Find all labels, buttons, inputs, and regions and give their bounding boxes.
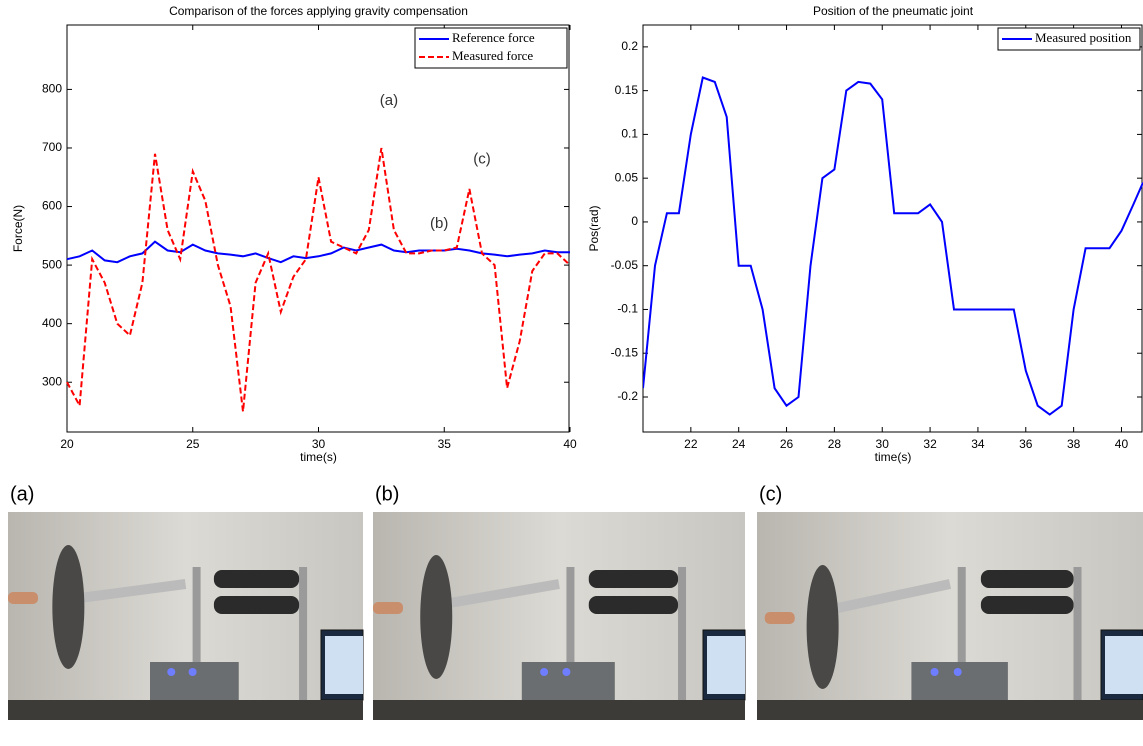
y-tick-label: 0.15: [615, 83, 639, 97]
led: [562, 668, 571, 676]
cylinder: [588, 596, 679, 614]
x-tick-label: 20: [60, 437, 74, 451]
led: [188, 668, 197, 676]
photo-label: (c): [759, 483, 782, 505]
y-tick-label: 500: [42, 257, 62, 271]
x-tick-label: 30: [312, 437, 326, 451]
x-tick-label: 34: [971, 437, 985, 451]
x-tick-label: 38: [1067, 437, 1081, 451]
electronics: [521, 662, 615, 702]
photo-label: (a): [10, 483, 34, 505]
hand: [373, 602, 403, 614]
plot-area: [642, 24, 1143, 433]
data-line: [66, 147, 571, 412]
annotation: (a): [380, 92, 398, 109]
y-tick-label: 600: [42, 199, 62, 213]
rod: [431, 579, 560, 611]
annotation: (c): [473, 151, 491, 168]
x-tick-label: 24: [732, 437, 746, 451]
y-tick-label: -0.15: [611, 345, 639, 359]
x-tick-label: 25: [186, 437, 200, 451]
cylinder: [980, 570, 1074, 588]
x-tick-label: 30: [876, 437, 890, 451]
x-tick-label: 40: [1115, 437, 1129, 451]
x-tick-label: 36: [1019, 437, 1033, 451]
y-tick-label: 800: [42, 82, 62, 96]
plot-area: [66, 24, 570, 433]
hand: [764, 612, 795, 624]
frame-post: [1073, 567, 1082, 720]
frame-post: [192, 567, 201, 720]
rod: [64, 579, 187, 605]
x-axis-label: time(s): [300, 450, 337, 464]
y-tick-label: 0.2: [621, 39, 638, 53]
y-tick-label: 0: [631, 214, 638, 228]
disk: [806, 565, 839, 689]
series-group: [66, 147, 571, 412]
photo-label: (b): [375, 483, 399, 505]
y-tick-label: 700: [42, 140, 62, 154]
cylinder: [588, 570, 679, 588]
cylinder: [980, 596, 1074, 614]
legend-label: Measured position: [1035, 30, 1132, 45]
legend-box: [997, 27, 1141, 51]
frame-post: [957, 567, 966, 720]
chart-title: Position of the pneumatic joint: [813, 4, 974, 18]
y-tick-label: 0.1: [621, 127, 638, 141]
y-tick-label: 0.05: [615, 170, 639, 184]
chart-title: Comparison of the forces applying gravit…: [169, 4, 468, 18]
x-tick-label: 32: [923, 437, 937, 451]
x-axis-label: time(s): [875, 450, 912, 464]
annotation: (b): [430, 215, 448, 232]
monitor-screen: [707, 636, 745, 694]
led: [167, 668, 176, 676]
photo: [373, 512, 746, 720]
frame-post: [566, 567, 575, 720]
y-tick-label: 400: [42, 316, 62, 330]
table: [757, 700, 1143, 720]
frame-post: [678, 567, 687, 720]
table: [8, 700, 363, 720]
monitor-screen: [1105, 636, 1143, 694]
led: [953, 668, 962, 676]
monitor-screen: [325, 636, 363, 694]
led: [930, 668, 939, 676]
legend-label: Reference force: [452, 30, 535, 45]
y-tick-label: 300: [42, 374, 62, 388]
disk: [52, 545, 85, 669]
data-line: [643, 76, 1143, 416]
led: [540, 668, 549, 676]
electronics: [150, 662, 239, 702]
legend-label: Measured force: [452, 48, 533, 63]
x-tick-label: 22: [684, 437, 698, 451]
x-tick-label: 28: [828, 437, 842, 451]
y-tick-label: -0.05: [611, 258, 639, 272]
hand: [8, 592, 38, 604]
y-axis-label: Pos(rad): [587, 205, 601, 251]
cylinder: [213, 596, 300, 614]
x-tick-label: 40: [563, 437, 577, 451]
legend-box: [414, 27, 568, 69]
y-axis-label: Force(N): [11, 205, 25, 252]
rod: [817, 579, 952, 617]
y-tick-label: -0.1: [617, 302, 638, 316]
photo: [757, 512, 1143, 720]
data-line: [66, 240, 570, 264]
y-tick-label: -0.2: [617, 389, 638, 403]
series-group: [643, 76, 1143, 416]
photo: [8, 512, 364, 720]
cylinder: [213, 570, 300, 588]
frame-post: [299, 567, 308, 720]
table: [373, 700, 745, 720]
x-tick-label: 35: [438, 437, 452, 451]
x-tick-label: 26: [780, 437, 794, 451]
disk: [420, 555, 453, 679]
electronics: [911, 662, 1008, 702]
